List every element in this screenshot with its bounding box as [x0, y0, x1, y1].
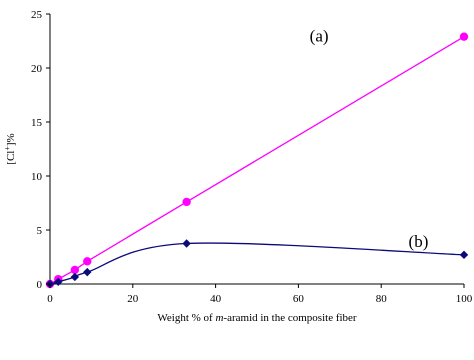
y-tick-label: 0 [37, 279, 43, 291]
chart-labels: Weight % of m-aramid in the composite fi… [3, 27, 429, 324]
x-tick-label: 80 [376, 293, 388, 305]
series-1-point [83, 267, 92, 277]
series-0-point [70, 265, 80, 275]
series-0-point [83, 257, 92, 266]
chart-axes [49, 14, 464, 285]
series-b-annotation: (b) [409, 232, 429, 251]
x-tick-label: 40 [210, 293, 222, 305]
series-1-point [70, 272, 80, 282]
x-tick-label: 60 [293, 293, 305, 305]
y-tick-label: 25 [31, 9, 43, 21]
y-tick-label: 20 [31, 63, 43, 75]
series-0-line [49, 36, 465, 285]
y-tick-label: 15 [31, 117, 43, 129]
y-tick-label: 10 [31, 171, 43, 183]
series-1-line [49, 242, 465, 285]
series-1-point [459, 250, 469, 260]
y-tick-label: 5 [37, 225, 43, 237]
chart-ticks: 0 5 10 15 20 25 0 20 40 60 80 100 [31, 9, 473, 305]
series-a-annotation: (a) [310, 27, 329, 46]
x-tick-label: 100 [456, 293, 473, 305]
series-0-point [182, 197, 191, 207]
chart-series [45, 32, 469, 289]
series-1-point [182, 239, 191, 248]
y-axis-title: [Cl+]% [3, 133, 18, 164]
series-0-point [459, 32, 469, 41]
x-tick-label: 20 [127, 293, 139, 305]
x-tick-label: 0 [47, 293, 53, 305]
series-1-point [54, 277, 63, 287]
x-axis-title: Weight % of m-aramid in the composite fi… [157, 312, 357, 324]
